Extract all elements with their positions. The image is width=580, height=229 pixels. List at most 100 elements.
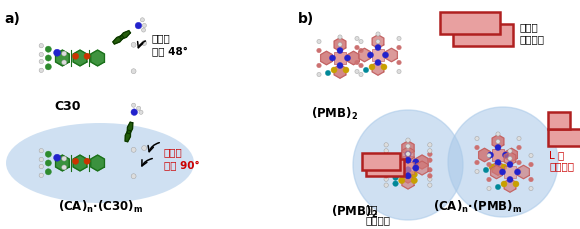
Circle shape <box>381 64 387 70</box>
Polygon shape <box>119 31 130 39</box>
Circle shape <box>39 164 43 169</box>
Circle shape <box>397 36 401 41</box>
Circle shape <box>345 55 350 61</box>
Bar <box>548 129 580 146</box>
Circle shape <box>39 157 43 162</box>
Circle shape <box>359 63 363 68</box>
Circle shape <box>355 45 359 50</box>
Bar <box>440 12 500 34</box>
Circle shape <box>487 153 491 158</box>
Circle shape <box>329 55 335 61</box>
Circle shape <box>39 59 43 64</box>
Text: b): b) <box>298 12 314 26</box>
Polygon shape <box>321 51 332 65</box>
Circle shape <box>427 143 432 147</box>
Polygon shape <box>73 155 87 171</box>
Circle shape <box>359 48 363 53</box>
Circle shape <box>487 186 491 191</box>
Circle shape <box>131 109 137 115</box>
Ellipse shape <box>6 123 194 203</box>
Circle shape <box>384 183 389 187</box>
Circle shape <box>317 72 321 76</box>
Bar <box>402 156 414 168</box>
Circle shape <box>483 167 488 173</box>
Circle shape <box>529 153 533 158</box>
Circle shape <box>517 169 521 174</box>
Circle shape <box>405 151 411 157</box>
Polygon shape <box>90 155 104 171</box>
Circle shape <box>427 177 432 181</box>
Circle shape <box>343 67 349 73</box>
Text: かさなり: かさなり <box>365 215 390 225</box>
Circle shape <box>517 145 521 150</box>
Circle shape <box>495 160 501 166</box>
Text: かさなり: かさなり <box>549 161 574 171</box>
Circle shape <box>45 64 52 70</box>
Circle shape <box>397 159 403 165</box>
Circle shape <box>405 157 411 163</box>
Polygon shape <box>127 122 133 134</box>
Polygon shape <box>334 65 346 78</box>
Circle shape <box>502 152 509 158</box>
Text: $\mathbf{(CA)_n{\bullet}(PMB)_m}$: $\mathbf{(CA)_n{\bullet}(PMB)_m}$ <box>433 199 523 215</box>
Circle shape <box>384 143 389 147</box>
Circle shape <box>142 23 146 27</box>
Polygon shape <box>402 141 414 155</box>
Bar <box>334 52 346 64</box>
Circle shape <box>39 148 43 153</box>
Polygon shape <box>504 152 516 165</box>
Polygon shape <box>402 175 414 189</box>
Bar <box>372 49 384 61</box>
Circle shape <box>45 151 52 157</box>
Polygon shape <box>492 162 504 175</box>
Circle shape <box>139 110 143 114</box>
Circle shape <box>517 136 521 141</box>
Circle shape <box>501 181 507 187</box>
Circle shape <box>53 154 61 161</box>
Circle shape <box>427 158 432 163</box>
Circle shape <box>325 70 331 76</box>
Circle shape <box>489 164 495 170</box>
Circle shape <box>507 177 513 183</box>
Text: ねじれ: ねじれ <box>152 33 171 43</box>
Polygon shape <box>125 130 130 142</box>
Circle shape <box>331 67 337 73</box>
Polygon shape <box>388 155 400 169</box>
Circle shape <box>517 160 521 165</box>
Circle shape <box>495 144 501 150</box>
Text: $\mathbf{(PMB)_2}$: $\mathbf{(PMB)_2}$ <box>311 106 358 122</box>
Polygon shape <box>113 35 124 44</box>
Circle shape <box>501 164 507 170</box>
Polygon shape <box>416 155 428 169</box>
Circle shape <box>364 67 369 73</box>
Circle shape <box>406 146 410 150</box>
Circle shape <box>507 161 513 167</box>
Circle shape <box>61 60 67 65</box>
Text: 直線型: 直線型 <box>520 22 539 32</box>
Polygon shape <box>386 48 397 62</box>
Circle shape <box>84 158 90 164</box>
Circle shape <box>142 41 147 46</box>
Circle shape <box>45 55 52 61</box>
Circle shape <box>137 106 141 110</box>
Circle shape <box>427 167 432 172</box>
Circle shape <box>53 49 61 56</box>
Text: $\mathbf{(PMB)_2}$: $\mathbf{(PMB)_2}$ <box>331 204 379 220</box>
Bar <box>362 153 400 170</box>
Circle shape <box>376 32 380 36</box>
Circle shape <box>142 28 146 32</box>
Polygon shape <box>491 165 502 179</box>
Circle shape <box>131 147 136 152</box>
Circle shape <box>338 35 342 39</box>
Bar <box>492 149 504 161</box>
Circle shape <box>61 156 67 161</box>
Circle shape <box>359 72 363 76</box>
Circle shape <box>132 103 136 107</box>
Circle shape <box>384 152 389 157</box>
Circle shape <box>131 42 136 47</box>
Polygon shape <box>358 48 371 62</box>
Circle shape <box>406 138 410 142</box>
Circle shape <box>338 42 342 46</box>
Circle shape <box>413 159 419 165</box>
Circle shape <box>142 146 147 150</box>
